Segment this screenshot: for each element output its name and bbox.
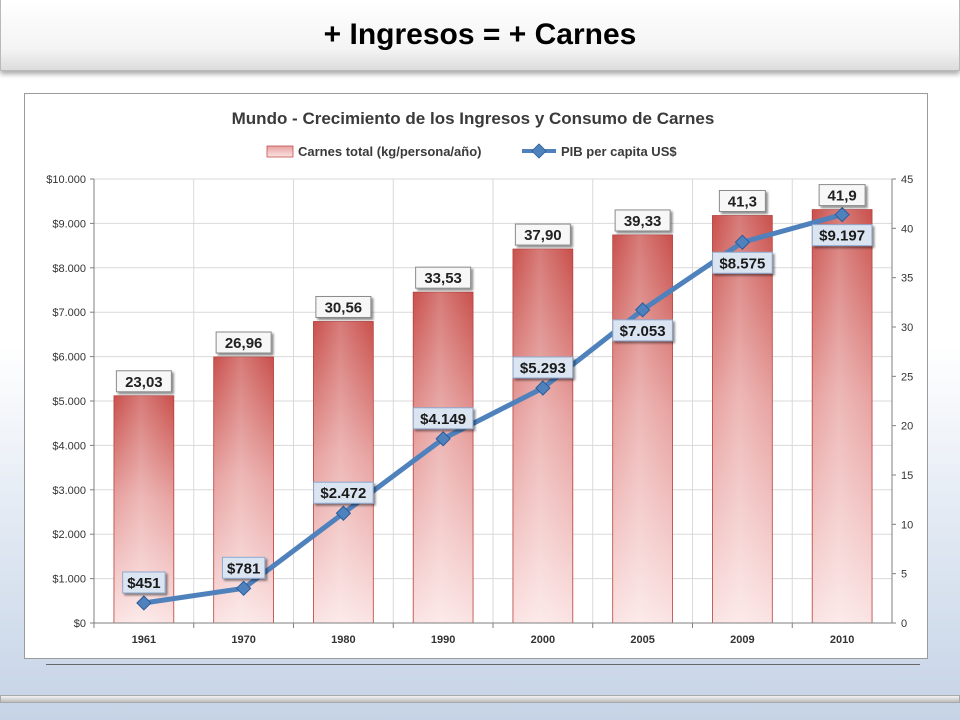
x-axis-tick-label: 1970 (231, 634, 255, 646)
left-axis-tick-label: $10.000 (46, 174, 86, 186)
legend-swatch-carnes (266, 145, 294, 158)
line-data-label: $4.149 (420, 411, 466, 428)
line-data-label: $451 (127, 575, 160, 592)
point-pib-1970 (235, 580, 252, 597)
bar-sheen (313, 321, 374, 623)
bar-sheen (512, 249, 573, 623)
left-axis-tick-label: $7.000 (52, 307, 86, 319)
x-axis-tick-label: 2009 (730, 634, 754, 646)
bar-data-label: 23,03 (125, 374, 163, 391)
slide-title-bar: + Ingresos = + Carnes (0, 0, 960, 71)
bar-data-label: 30,56 (325, 299, 363, 316)
right-axis-tick-label: 15 (901, 470, 913, 482)
bar-sheen (712, 215, 773, 624)
legend-label-carnes: Carnes total (kg/persona/año) (298, 144, 481, 159)
line-label-box (612, 319, 673, 342)
left-axis-tick-label: $5.000 (52, 396, 86, 408)
line-label-box (512, 356, 574, 379)
x-axis-tick-label: 1990 (431, 634, 455, 646)
right-axis-tick-label: 0 (901, 618, 907, 630)
right-axis-tick-label: 25 (901, 371, 913, 383)
x-axis-tick-label: 2010 (830, 634, 854, 646)
point-pib-2010 (834, 206, 850, 223)
line-data-label: $781 (227, 560, 260, 577)
right-axis-tick-label: 30 (901, 322, 913, 334)
bar-sheen (413, 292, 474, 623)
left-axis-tick-label: $3.000 (52, 485, 86, 497)
left-axis-tick-label: $6.000 (52, 352, 86, 364)
bar-label-box (514, 223, 571, 246)
line-label-box (712, 251, 773, 274)
bar-sheen (812, 209, 873, 623)
x-axis-tick-label: 2005 (630, 634, 654, 646)
bar-data-label: 37,90 (524, 227, 562, 244)
chart-title: Mundo - Crecimiento de los Ingresos y Co… (232, 109, 715, 128)
x-axis-tick-label: 2000 (531, 634, 555, 646)
line-label-box (313, 481, 374, 504)
line-data-label: $7.053 (620, 323, 666, 340)
line-data-label: $5.293 (520, 360, 566, 377)
left-axis-tick-label: $1.000 (52, 574, 86, 586)
x-axis-tick-label: 1961 (132, 634, 156, 646)
bar-sheen (612, 234, 673, 623)
chart-legend: Carnes total (kg/persona/año) PIB per ca… (266, 143, 677, 159)
point-pib-1990 (435, 431, 451, 447)
bar-label-box (818, 184, 866, 207)
bar-label-box (115, 370, 172, 393)
bar-label-box (215, 331, 272, 354)
bar-data-label: 39,33 (624, 213, 662, 230)
line-label-box (412, 407, 474, 430)
bar-label-box (718, 190, 766, 213)
bar-label-box (315, 295, 372, 318)
line-data-label: $9.197 (819, 228, 865, 245)
bar-data-label: 26,96 (225, 335, 263, 352)
bar-data-label: 41,3 (728, 194, 757, 211)
line-label-box (811, 224, 873, 247)
line-label-box (122, 571, 166, 594)
point-pib-2005 (634, 302, 651, 318)
right-axis-tick-label: 20 (901, 421, 913, 433)
legend-label-pib: PIB per capita US$ (561, 144, 677, 159)
bar-label-box (614, 209, 671, 232)
line-data-label: $2.472 (320, 485, 366, 502)
slide-title: + Ingresos = + Carnes (323, 18, 637, 51)
left-axis-tick-label: $9.000 (52, 218, 86, 230)
right-axis-tick-label: 45 (901, 174, 913, 186)
right-axis-tick-label: 10 (901, 519, 913, 531)
bar-data-label: 33,53 (424, 270, 462, 287)
left-axis-tick-label: $4.000 (52, 440, 86, 452)
footer-divider (46, 664, 920, 665)
point-pib-1980 (335, 505, 352, 521)
footer-bar (0, 695, 960, 703)
line-data-label: $8.575 (719, 255, 765, 272)
right-axis-tick-label: 5 (901, 569, 907, 581)
right-axis-tick-label: 35 (901, 273, 913, 285)
left-axis-tick-label: $8.000 (52, 263, 86, 275)
line-label-box (221, 556, 266, 579)
legend-swatch-pib-marker (531, 143, 547, 159)
point-pib-1961 (136, 595, 152, 611)
right-axis-tick-label: 40 (901, 223, 913, 235)
bar-data-label: 41,9 (828, 188, 857, 205)
bar-label-box (415, 266, 472, 289)
point-pib-2000 (535, 380, 551, 396)
point-pib-2009 (734, 234, 751, 250)
left-axis-tick-label: $2.000 (52, 529, 86, 541)
x-axis-tick-label: 1980 (331, 634, 355, 646)
left-axis-tick-label: $0 (74, 618, 86, 630)
